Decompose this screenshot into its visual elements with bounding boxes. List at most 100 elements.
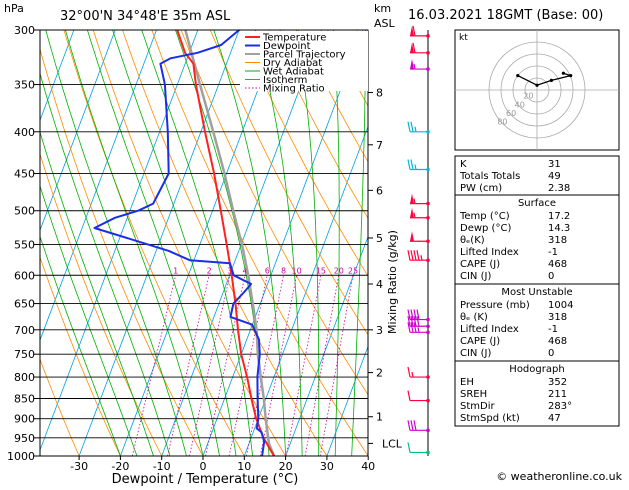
temp-tick-label: 20 — [279, 460, 293, 473]
mixing-ratio-label: 10 — [291, 266, 301, 275]
pressure-tick-label: 550 — [14, 238, 35, 251]
wind-barb-feather — [412, 25, 416, 36]
table-row-value: 318 — [548, 312, 567, 323]
wet-adiabat-line — [87, 30, 220, 456]
wind-barb-feather — [413, 316, 417, 327]
hodograph-ring-label: 80 — [497, 118, 507, 127]
wind-barb-feather — [413, 322, 417, 333]
isotherm-line — [40, 30, 75, 122]
hodograph-point — [561, 71, 566, 75]
dry-adiabat-line — [40, 358, 80, 456]
temp-tick-label: 0 — [200, 460, 207, 473]
mixing-ratio-label: 8 — [281, 266, 286, 275]
dry-adiabat-line — [151, 30, 368, 456]
table-row-label: θₑ (K) — [460, 312, 488, 323]
wind-barb — [407, 250, 430, 262]
wind-barb-dot — [426, 330, 430, 335]
temperature-axis: -30 -20 -10 0 10 20 30 40 — [70, 456, 375, 473]
km-tick-label: 1 — [376, 411, 383, 424]
datetime-title: 16.03.2021 18GMT (Base: 00) — [408, 8, 603, 23]
wind-barb-dot — [426, 258, 430, 262]
wind-barb-dot — [426, 317, 430, 322]
wind-barb — [407, 159, 430, 172]
hodograph-kt-label: kt — [459, 33, 468, 43]
table-row-value: 31 — [548, 159, 561, 170]
wind-barb — [410, 231, 430, 244]
dewpoint-line — [93, 30, 266, 456]
table-row-label: StmSpd (kt) — [460, 413, 520, 424]
km-axis: 8 7 6 5 4 3 2 1 LCL — [367, 30, 403, 456]
km-tick-label: 7 — [376, 139, 383, 152]
wind-barb-half-feather — [413, 198, 416, 204]
wind-barb — [407, 420, 430, 433]
wind-barb — [407, 322, 430, 335]
table-row-label: Pressure (mb) — [460, 300, 530, 311]
table-row-label: CIN (J) — [460, 271, 491, 282]
legend-label: Dry Adiabat — [263, 58, 322, 69]
wind-barb — [410, 42, 430, 55]
table-row-label: CAPE (J) — [460, 259, 500, 270]
table-row-label: Lifted Index — [460, 324, 519, 335]
table-row-value: 318 — [548, 235, 567, 246]
mixing-ratio-label: 2 — [207, 266, 212, 275]
pressure-tick-label: 500 — [14, 205, 35, 218]
table-box — [454, 155, 620, 196]
temp-tick-label: 10 — [237, 460, 251, 473]
wind-barb-dot — [426, 375, 430, 379]
pressure-tick-label: 300 — [14, 24, 35, 37]
mixing-ratio-line — [189, 275, 231, 456]
table-row-value: 1004 — [548, 300, 573, 311]
wind-barb — [407, 442, 430, 455]
wind-barb-feather — [407, 121, 411, 132]
lcl-label: LCL — [382, 437, 403, 450]
pressure-tick-label: 950 — [14, 432, 35, 445]
wind-barb-dot — [426, 450, 430, 455]
wind-barb-pennant — [410, 231, 414, 242]
table-row-value: 47 — [548, 413, 561, 424]
wind-barb-feather — [407, 309, 411, 320]
table-row-value: 49 — [548, 171, 561, 182]
wind-barb — [407, 390, 430, 403]
wind-barb-feather — [410, 420, 414, 431]
indices-table: K 31 Totals Totals 49 PW (cm) 2.38 Surface Temp… — [454, 155, 620, 427]
table-row-value: 2.38 — [548, 183, 570, 194]
wind-barb-feather — [407, 159, 411, 170]
mixing-ratio-labels: 1 2 3 4 6 8 10 15 20 25 — [173, 266, 358, 275]
wind-barb-pennant — [410, 59, 414, 70]
wind-barb — [407, 316, 430, 329]
wind-barb-feather — [413, 420, 417, 431]
dry-adiabat-line — [297, 30, 368, 163]
km-tick-label: 6 — [376, 184, 383, 197]
wind-barb-half-feather — [411, 371, 414, 378]
table-row-value: -1 — [548, 324, 558, 335]
wind-barb-dot — [426, 201, 430, 206]
hpa-unit: hPa — [4, 2, 24, 15]
dry-adiabat-line — [239, 30, 368, 277]
wind-barb-half-feather — [413, 63, 416, 70]
wind-barb-pennant — [410, 42, 414, 53]
wind-barb-feather — [410, 316, 414, 327]
isotherm-line — [40, 30, 199, 452]
km-tick-label: 8 — [376, 87, 383, 100]
table-box — [454, 194, 620, 285]
table-row-value: -1 — [548, 247, 558, 258]
profile-curves — [93, 30, 276, 456]
temp-tick-label: -10 — [153, 460, 171, 473]
isotherm-line — [202, 30, 364, 456]
temperature-line — [176, 30, 275, 456]
wind-barb-dot — [426, 398, 430, 403]
pressure-tick-label: 450 — [14, 167, 35, 180]
wind-barb — [407, 121, 430, 134]
wind-barbs — [407, 25, 430, 455]
wind-barb-dot — [426, 67, 430, 71]
wind-barb-half-feather — [417, 327, 420, 333]
wind-barb — [410, 59, 430, 71]
legend-label: Mixing Ratio — [263, 84, 325, 95]
isotherm-line — [285, 235, 368, 456]
wind-barb-feather — [407, 442, 411, 453]
pressure-tick-label: 600 — [14, 269, 35, 282]
wind-barb-feather — [407, 250, 411, 261]
table-row-label: SREH — [460, 389, 487, 400]
pressure-tick-label: 800 — [14, 371, 35, 384]
